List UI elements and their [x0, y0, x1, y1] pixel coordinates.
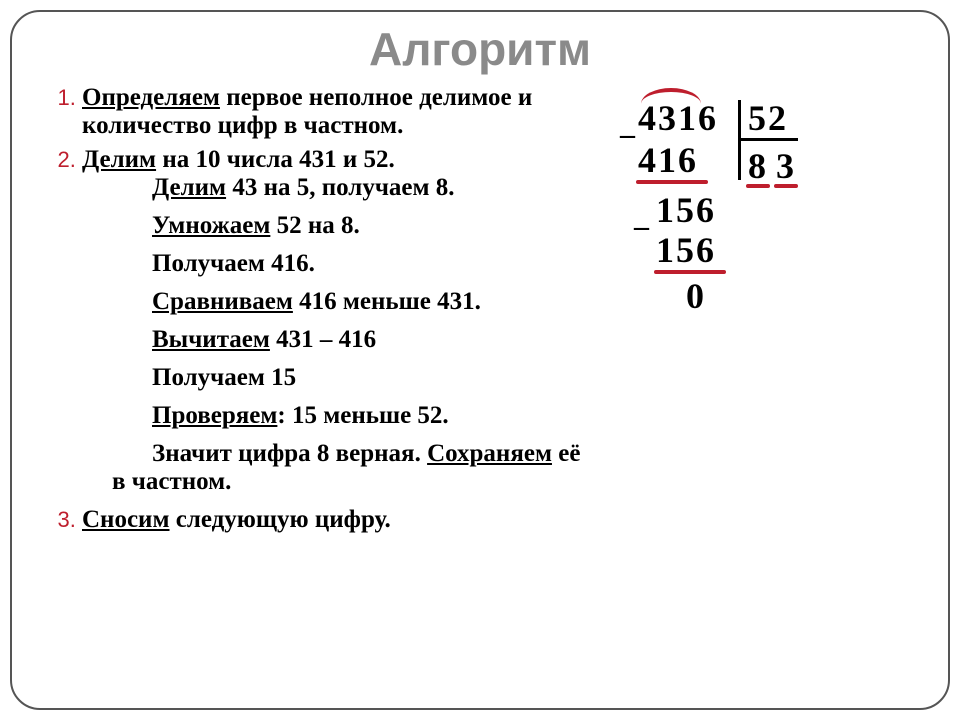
sub-h: Значит цифра 8 верная. Сохраняем её в ча… [112, 440, 588, 496]
step-2: Делим на 10 числа 431 и 52. Делим 43 на … [82, 146, 588, 496]
step1-verb: Определяем [82, 84, 220, 111]
algorithm-text: Определяем первое неполное делимое и кол… [52, 84, 598, 540]
step-1: Определяем первое неполное делимое и кол… [82, 84, 588, 140]
sub-d: Сравниваем 416 меньше 431. [152, 288, 588, 316]
division-work: 4316 52 – 416 8 3 – 156 [598, 94, 908, 374]
sub1: 416 [638, 142, 698, 178]
sub-g: Проверяем: 15 меньше 52. [152, 402, 588, 430]
sub1-line [636, 180, 708, 184]
step-3: Сносим следующую цифру. [82, 506, 588, 534]
rem1: 156 [656, 192, 716, 228]
sub-f: Получаем 15 [152, 364, 588, 392]
q1-line [746, 184, 770, 188]
long-division: 4316 52 – 416 8 3 – 156 [598, 84, 908, 540]
step3-verb: Сносим [82, 506, 170, 533]
minus-1: – [620, 118, 635, 152]
quotient-d1: 8 [748, 148, 768, 184]
step3-rest: следующую цифру. [170, 506, 391, 533]
rem2: 0 [686, 278, 706, 314]
divisor: 52 [748, 100, 788, 136]
minus-2: – [634, 210, 649, 244]
divisor-underline [738, 138, 798, 141]
content-row: Определяем первое неполное делимое и кол… [52, 84, 908, 540]
step2-verb: Делим [82, 146, 156, 173]
step-list: Определяем первое неполное делимое и кол… [52, 84, 588, 534]
q2-line [774, 184, 798, 188]
slide-title: Алгоритм [52, 22, 908, 76]
sub-b: Умножаем 52 на 8. [152, 212, 588, 240]
step2-rest: на 10 числа 431 и 52. [156, 146, 395, 173]
sub2: 156 [656, 232, 716, 268]
dividend: 4316 [638, 100, 718, 136]
slide-frame: Алгоритм Определяем первое неполное дели… [10, 10, 950, 710]
sub2-line [654, 270, 726, 274]
sub-a: Делим 43 на 5, получаем 8. [152, 174, 588, 202]
quotient-d2: 3 [776, 148, 796, 184]
sub-e: Вычитаем 431 – 416 [152, 326, 588, 354]
sub-c: Получаем 416. [152, 250, 588, 278]
